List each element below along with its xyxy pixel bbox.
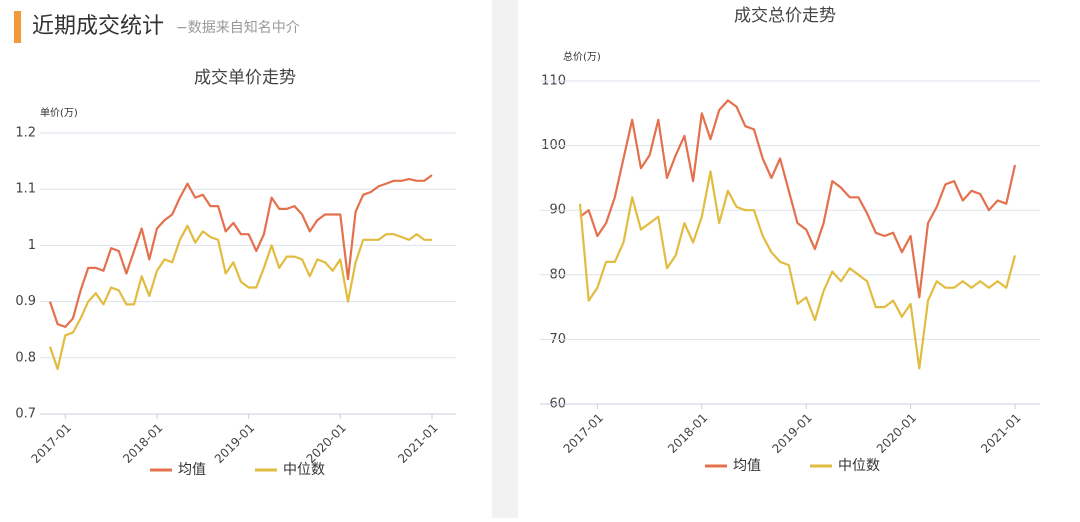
divider xyxy=(492,0,518,518)
legend-label: 中位数 xyxy=(283,462,325,478)
series-line xyxy=(579,99,1017,299)
header-subtitle: −数据来自知名中介 xyxy=(176,19,300,36)
series-line xyxy=(48,174,433,328)
y-axis-label: 总价(万) xyxy=(563,50,601,63)
header-accent xyxy=(14,11,21,43)
y-tick-label: 1.2 xyxy=(15,126,36,141)
chart-title: 成交总价走势 xyxy=(734,6,836,26)
legend-label: 中位数 xyxy=(838,458,880,474)
y-tick-label: 0.8 xyxy=(15,350,36,365)
y-tick-label: 0.9 xyxy=(15,294,36,309)
series-line xyxy=(48,224,432,371)
y-tick-label: 1 xyxy=(28,238,36,253)
legend-label: 均值 xyxy=(733,458,761,474)
y-tick-label: 0.7 xyxy=(15,407,36,422)
legend-label: 均值 xyxy=(178,462,206,478)
header-title: 近期成交统计 xyxy=(32,14,164,39)
y-tick-label: 1.1 xyxy=(15,182,36,197)
chart-title: 成交单价走势 xyxy=(194,68,296,88)
series-line xyxy=(578,170,1017,370)
y-axis-label: 单价(万) xyxy=(40,107,78,119)
